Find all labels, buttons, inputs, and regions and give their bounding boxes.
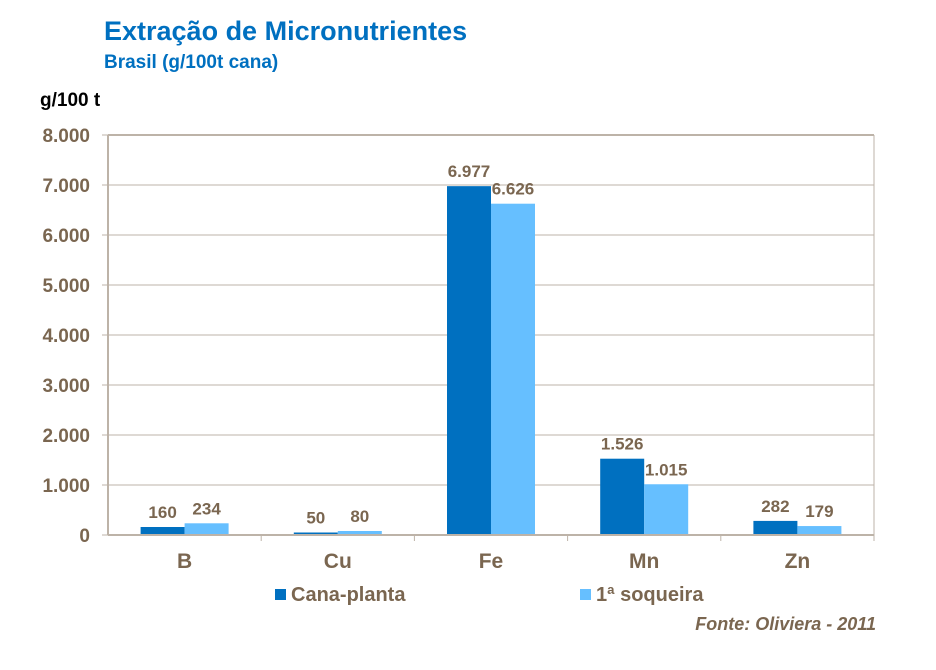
bar-soqueira <box>491 203 535 535</box>
bar-cana-planta <box>293 532 338 535</box>
legend-swatch <box>580 589 591 600</box>
x-tick-label: B <box>177 550 192 573</box>
bar-soqueira <box>797 526 842 535</box>
data-label: 6.977 <box>448 162 491 181</box>
bar-soqueira <box>644 484 689 535</box>
y-tick-label: 3.000 <box>42 376 90 397</box>
x-tick-label: Fe <box>479 550 504 573</box>
y-tick-label: 1.000 <box>42 476 90 497</box>
x-tick-label: Mn <box>629 550 659 573</box>
data-label: 234 <box>192 499 221 518</box>
y-tick-label: 6.000 <box>42 226 90 247</box>
bar-cana-planta <box>140 527 185 535</box>
data-label: 50 <box>306 509 325 528</box>
legend-label: Cana-planta <box>291 584 406 606</box>
data-label: 80 <box>350 507 369 526</box>
data-label: 282 <box>761 497 789 516</box>
data-label: 1.526 <box>601 435 644 454</box>
y-tick-label: 5.000 <box>42 276 90 297</box>
bar-soqueira <box>184 523 229 535</box>
source-note: Fonte: Oliviera - 2011 <box>695 614 876 634</box>
y-tick-label: 4.000 <box>42 326 90 347</box>
data-label: 160 <box>148 503 176 522</box>
y-axis-unit: g/100 t <box>40 90 101 111</box>
x-tick-label: Zn <box>785 550 811 573</box>
y-tick-label: 7.000 <box>42 176 90 197</box>
data-label: 1.015 <box>645 460 688 479</box>
chart-subtitle: Brasil (g/100t cana) <box>104 52 279 73</box>
legend-swatch <box>275 589 286 600</box>
y-tick-label: 2.000 <box>42 426 90 447</box>
bar-cana-planta <box>600 458 645 535</box>
chart-title: Extração de Micronutrientes <box>104 16 468 46</box>
legend-label: 1ª soqueira <box>596 584 704 606</box>
x-tick-label: Cu <box>324 550 352 573</box>
bar-cana-planta <box>447 186 491 535</box>
bar-cana-planta <box>753 520 798 535</box>
data-label: 6.626 <box>492 180 535 199</box>
data-label: 179 <box>805 502 833 521</box>
y-tick-label: 8.000 <box>42 126 90 147</box>
y-tick-label: 0 <box>79 526 90 547</box>
bar-soqueira <box>337 531 382 535</box>
